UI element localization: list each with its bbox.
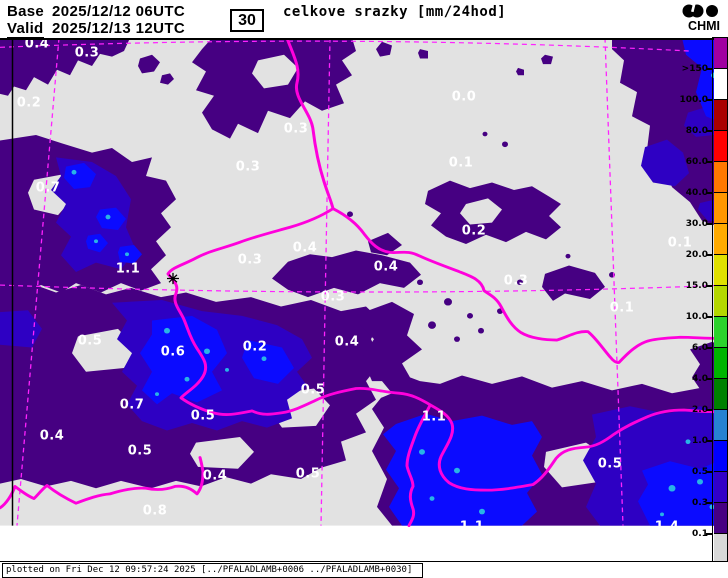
border-at-sk [405, 403, 432, 527]
base-label: Base [7, 3, 45, 20]
base-value: 2025/12/12 06UTC [52, 3, 186, 20]
city-marker-praha [167, 272, 179, 285]
border-cz-north-east [331, 207, 728, 364]
precip-layer-blue [64, 38, 728, 526]
chmi-logo-mark [682, 2, 718, 18]
map-title: celkove srazky [mm/24hod] [283, 4, 507, 20]
header-divider [0, 38, 728, 40]
country-borders [0, 38, 728, 527]
parallel-south [0, 284, 728, 293]
border-de-at [0, 456, 205, 510]
valid-value: 2025/12/13 12UTC [52, 20, 186, 37]
border-de-pl [285, 38, 335, 211]
parallel-north [0, 40, 691, 52]
meridian-center [320, 38, 331, 526]
forecast-step-badge: 30 [230, 9, 264, 32]
precipitation-map [0, 38, 728, 527]
chmi-logo-text: CHMI [688, 19, 720, 33]
border-cz-west-south [166, 207, 728, 492]
header: Base 2025/12/12 06UTC Valid 2025/12/13 1… [0, 0, 728, 38]
meridian-east [604, 38, 624, 526]
footer: plotted on Fri Dec 12 09:57:24 2025 [../… [0, 561, 728, 578]
chmi-logo: CHMI [682, 2, 720, 33]
meridian-west [16, 38, 60, 526]
valid-label: Valid [7, 20, 44, 38]
plot-info-box: plotted on Fri Dec 12 09:57:24 2025 [../… [2, 563, 423, 578]
graticule [0, 38, 728, 526]
